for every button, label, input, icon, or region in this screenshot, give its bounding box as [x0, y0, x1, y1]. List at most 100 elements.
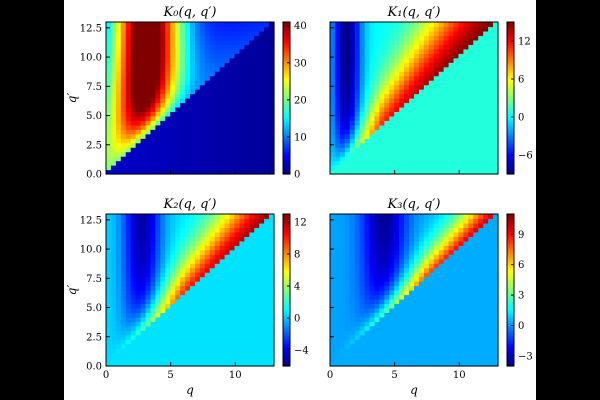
heatmap-cell: [269, 258, 275, 264]
heatmap-cell: [214, 214, 221, 220]
heatmap-cell: [409, 258, 415, 264]
heatmap-cell: [214, 71, 221, 77]
heatmap-cell: [389, 35, 395, 41]
heatmap-cell: [120, 245, 127, 251]
heatmap-cell: [224, 361, 231, 367]
colorbar-segment: [507, 49, 514, 53]
heatmap-cell: [354, 129, 361, 135]
colorbar-segment: [507, 315, 514, 319]
colorbar-segment: [507, 115, 514, 119]
heatmap-cell: [394, 106, 400, 113]
heatmap-cell: [493, 156, 499, 162]
heatmap-cell: [120, 22, 127, 28]
heatmap-cell: [364, 214, 371, 220]
colorbar-segment: [283, 239, 290, 243]
heatmap-cell: [150, 231, 157, 237]
heatmap-cell: [239, 115, 245, 121]
heatmap-cell: [433, 120, 440, 126]
heatmap-cell: [209, 348, 216, 354]
heatmap-cell: [483, 321, 489, 327]
heatmap-cell: [438, 71, 445, 77]
heatmap-cell: [339, 330, 346, 336]
heatmap-cell: [115, 290, 122, 296]
heatmap-cell: [369, 263, 376, 269]
heatmap-cell: [364, 22, 371, 28]
heatmap-cell: [458, 348, 465, 354]
heatmap-cell: [239, 156, 245, 162]
heatmap-cell: [125, 339, 132, 345]
heatmap-cell: [140, 106, 147, 113]
heatmap-cell: [115, 214, 122, 220]
heatmap-cell: [199, 98, 206, 104]
heatmap-cell: [234, 93, 241, 99]
heatmap-cell: [140, 249, 147, 255]
heatmap-cell: [185, 254, 191, 260]
heatmap-cell: [239, 298, 245, 305]
heatmap-cell: [214, 89, 221, 95]
heatmap-cell: [330, 214, 336, 220]
heatmap-cell: [414, 272, 420, 278]
heatmap-cell: [165, 298, 171, 305]
heatmap-cell: [404, 160, 410, 166]
heatmap-cell: [339, 133, 346, 139]
heatmap-cell: [428, 267, 435, 273]
heatmap-cell: [125, 48, 132, 54]
heatmap-cell: [330, 30, 336, 37]
heatmap-cell: [344, 71, 351, 77]
heatmap-cell: [180, 312, 186, 318]
heatmap-cell: [170, 35, 176, 41]
heatmap-cell: [418, 44, 425, 50]
heatmap-cell: [394, 115, 400, 121]
heatmap-cell: [418, 312, 425, 318]
heatmap-cell: [414, 294, 420, 300]
heatmap-cell: [364, 254, 371, 260]
heatmap-cell: [473, 245, 479, 251]
heatmap-cell: [458, 254, 465, 260]
heatmap-cell: [488, 138, 494, 144]
heatmap-cell: [160, 102, 166, 108]
heatmap-cell: [135, 218, 142, 224]
heatmap-cell: [264, 151, 270, 157]
heatmap-cell: [135, 98, 142, 104]
heatmap-cell: [418, 30, 425, 37]
colorbar-segment: [283, 241, 290, 245]
colorbar-segment: [283, 60, 290, 64]
heatmap-cell: [110, 66, 117, 72]
heatmap-cell: [145, 102, 152, 108]
heatmap-cell: [438, 321, 445, 327]
heatmap-cell: [204, 35, 211, 41]
heatmap-cell: [409, 160, 415, 166]
heatmap-cell: [349, 290, 356, 296]
heatmap-cell: [214, 249, 221, 255]
heatmap-cell: [234, 214, 241, 220]
heatmap-cell: [404, 30, 410, 37]
heatmap-cell: [453, 133, 460, 139]
heatmap-cell: [330, 227, 336, 233]
colorbar-segment: [507, 92, 514, 97]
heatmap-cell: [224, 339, 231, 345]
heatmap-cell: [384, 44, 390, 50]
heatmap-cell: [478, 129, 484, 135]
heatmap-cell: [369, 316, 376, 322]
colorbar-segment: [283, 108, 290, 112]
heatmap-cell: [229, 129, 236, 135]
colorbar-segment: [283, 103, 290, 107]
heatmap-cell: [493, 80, 499, 86]
heatmap-cell: [115, 111, 122, 117]
heatmap-cell: [224, 124, 231, 130]
heatmap-cell: [414, 22, 420, 28]
heatmap-cell: [404, 133, 410, 139]
heatmap-cell: [234, 321, 241, 327]
heatmap-cell: [224, 102, 231, 108]
heatmap-cell: [130, 66, 137, 72]
heatmap-cell: [389, 26, 395, 32]
heatmap-cell: [379, 339, 385, 345]
heatmap-cell: [214, 276, 221, 282]
heatmap-cell: [404, 62, 410, 68]
heatmap-cell: [339, 71, 346, 77]
colorbar-segment: [283, 269, 290, 273]
heatmap-cell: [219, 75, 226, 81]
heatmap-cell: [394, 290, 400, 296]
heatmap-cell: [219, 236, 226, 242]
heatmap-cell: [493, 147, 499, 153]
